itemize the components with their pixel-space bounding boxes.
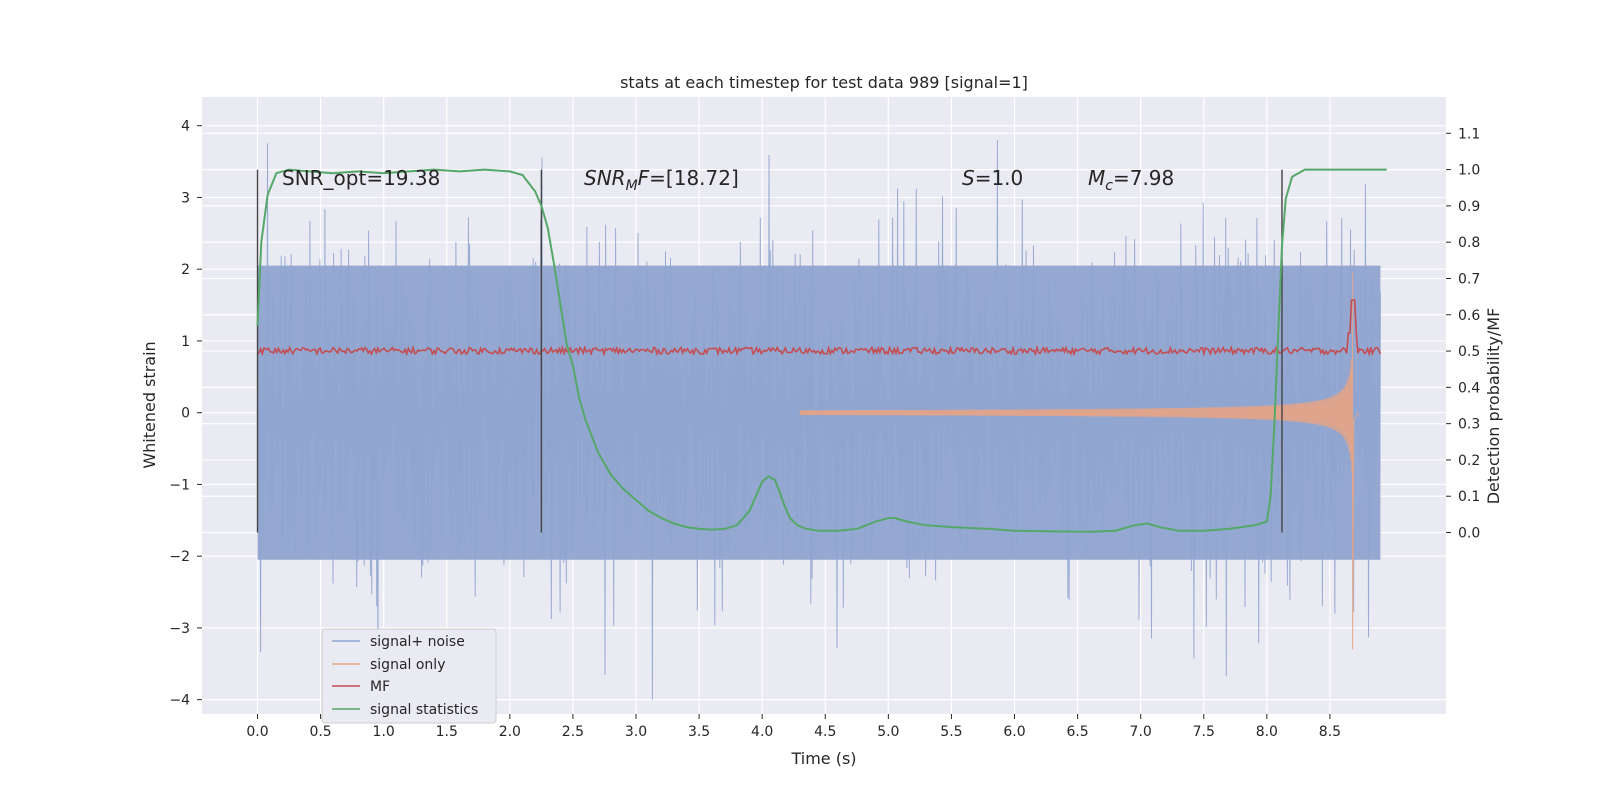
annotation-snr-opt: SNR_opt=19.38	[282, 166, 440, 190]
x-tick-label: 1.5	[436, 724, 458, 740]
x-tick-label: 8.0	[1256, 724, 1278, 740]
legend-label-signal-only: signal only	[370, 657, 445, 673]
y-tick-label: −1	[169, 477, 190, 493]
signal-only-trace	[799, 272, 1360, 650]
x-tick-label: 0.5	[309, 724, 331, 740]
y-axis-ticks: −4 −3 −2 −1 0 1 2 3 4	[169, 119, 202, 709]
y2-tick-label: 0.9	[1458, 199, 1480, 215]
mc-label: M	[1088, 166, 1105, 190]
x-tick-label: 2.5	[562, 724, 584, 740]
y-tick-label: −3	[169, 621, 190, 637]
x-tick-label: 2.0	[499, 724, 521, 740]
noise-trace	[257, 140, 1381, 700]
y2-tick-label: 0.0	[1458, 526, 1480, 542]
x-tick-label: 4.5	[814, 724, 836, 740]
snr-mf-italic: SNR	[584, 166, 626, 190]
y-tick-label: 4	[181, 119, 190, 135]
y2-tick-label: 0.1	[1458, 489, 1480, 505]
legend-label-signal-plus-noise: signal+ noise	[370, 634, 465, 650]
legend-box	[321, 628, 497, 724]
y2-tick-label: 0.7	[1458, 271, 1480, 287]
y2-axis-label: Detection probability/MF	[1484, 308, 1503, 505]
y2-tick-label: 0.5	[1458, 344, 1480, 360]
s-label: S	[962, 166, 975, 190]
x-tick-label: 7.5	[1193, 724, 1215, 740]
x-tick-label: 8.5	[1319, 724, 1341, 740]
y2-tick-label: 1.0	[1458, 163, 1480, 179]
y-tick-label: 0	[181, 406, 190, 422]
mf-trace	[257, 299, 1382, 357]
y-tick-label: 1	[181, 334, 190, 350]
mf-series	[257, 299, 1382, 357]
y-tick-label: −2	[169, 549, 190, 565]
x-tick-label: 6.0	[1003, 724, 1025, 740]
x-tick-label: 5.5	[940, 724, 962, 740]
snr-mf-value: =[18.72]	[649, 166, 739, 190]
chart-title: stats at each timestep for test data 989…	[620, 73, 1028, 92]
annotation-mc: Mc=7.98	[1088, 166, 1174, 194]
x-axis-label: Time (s)	[790, 749, 856, 768]
y2-axis-ticks: 0.0 0.1 0.2 0.3 0.4 0.5 0.6 0.7 0.8 0.9 1.0 1.1	[1446, 126, 1480, 542]
x-tick-label: 1.0	[373, 724, 395, 740]
annotation-snr-mf: SNRMF=[18.72]	[584, 166, 739, 194]
legend: signal+ noise signal only MF signal stat…	[321, 628, 497, 724]
x-tick-label: 4.0	[751, 724, 773, 740]
y2-tick-label: 0.4	[1458, 380, 1480, 396]
snr-mf-subscript: M	[626, 178, 638, 194]
snr-mf-italic-f: F	[638, 166, 650, 190]
signal-statistics-series	[256, 168, 1387, 533]
annotation-s: S=1.0	[962, 166, 1023, 190]
x-tick-label: 0.0	[246, 724, 268, 740]
y-tick-label: −4	[169, 693, 190, 709]
y-tick-label: 2	[181, 262, 190, 278]
s-value: =1.0	[975, 166, 1024, 190]
y-tick-label: 3	[181, 190, 190, 206]
vertical-lines	[256, 169, 1283, 533]
legend-label-mf: MF	[370, 679, 390, 695]
x-axis-ticks: 0.0 0.5 1.0 1.5 2.0 2.5 3.0 3.5 4.0 4.5 5.0 5.5 6.0 6…	[246, 714, 1341, 740]
x-tick-label: 6.5	[1066, 724, 1088, 740]
signal-only-series	[799, 272, 1360, 650]
y2-tick-label: 1.1	[1458, 126, 1480, 142]
y2-tick-label: 0.2	[1458, 453, 1480, 469]
x-tick-label: 5.0	[877, 724, 899, 740]
y2-tick-label: 0.8	[1458, 235, 1480, 251]
y2-tick-label: 0.3	[1458, 417, 1480, 433]
mc-subscript: c	[1105, 178, 1113, 194]
y2-tick-label: 0.6	[1458, 308, 1480, 324]
legend-label-signal-statistics: signal statistics	[370, 702, 478, 718]
y-axis-label: Whitened strain	[140, 341, 159, 468]
x-tick-label: 3.0	[625, 724, 647, 740]
x-tick-label: 7.0	[1130, 724, 1152, 740]
signal-statistics-line	[256, 168, 1387, 533]
mc-value: =7.98	[1113, 166, 1174, 190]
x-tick-label: 3.5	[688, 724, 710, 740]
